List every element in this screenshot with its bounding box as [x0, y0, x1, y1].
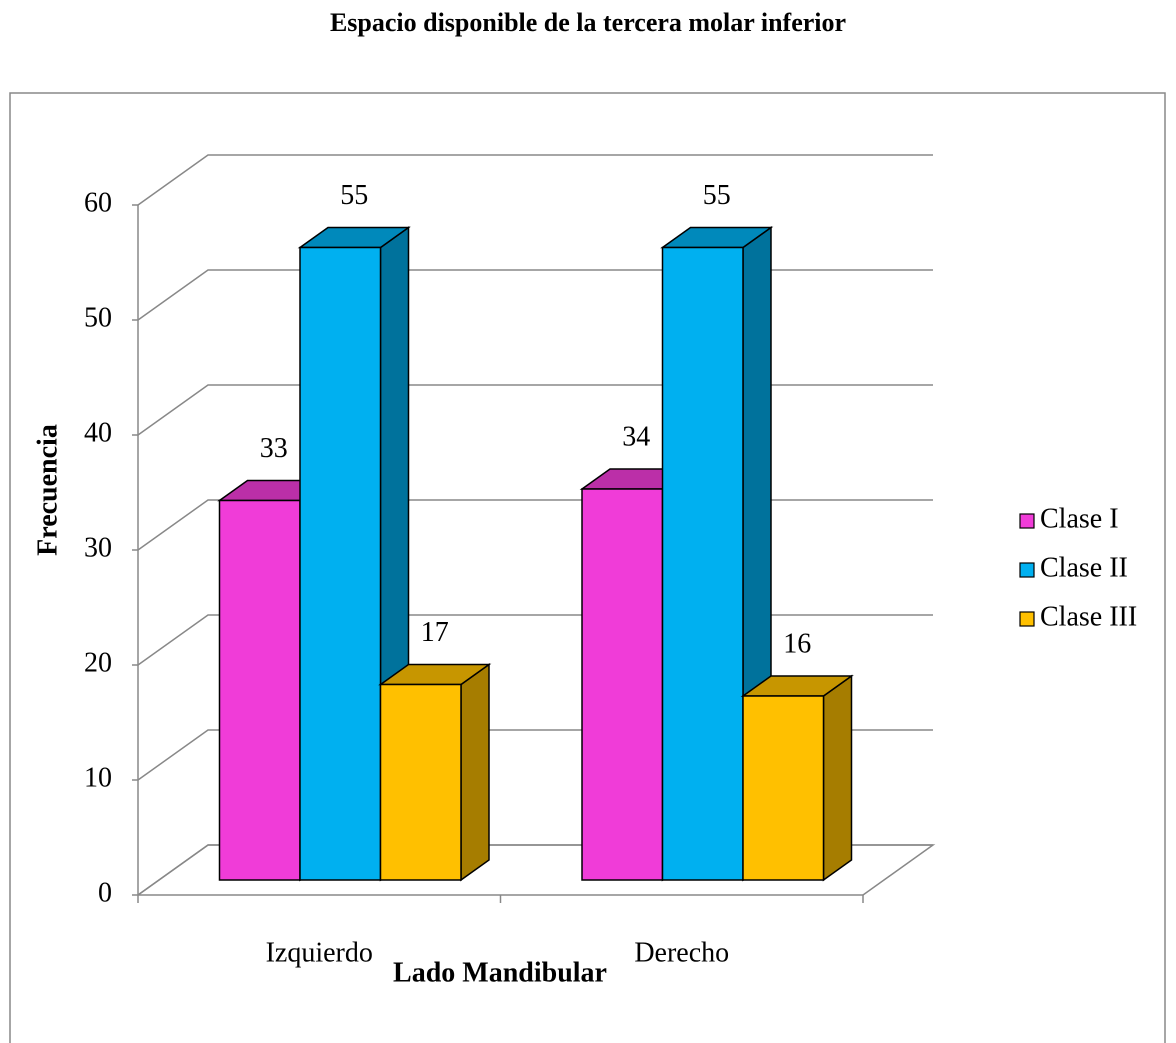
legend-label: Clase III — [1040, 601, 1137, 632]
bar-face — [299, 246, 382, 881]
data-label: 55 — [340, 180, 368, 211]
y-tick-label: 50 — [84, 302, 112, 333]
data-label: 16 — [783, 628, 811, 659]
x-tick-label: Izquierdo — [266, 937, 373, 968]
bar — [740, 674, 854, 882]
grid-line — [137, 154, 933, 206]
y-tick-label: 20 — [84, 647, 112, 678]
y-tick-label: 30 — [84, 532, 112, 563]
y-tick-label: 60 — [84, 187, 112, 218]
bar-face — [581, 488, 664, 881]
bar-face — [822, 674, 853, 882]
legend-label: Clase I — [1040, 503, 1119, 534]
data-label: 17 — [421, 617, 449, 648]
chart-title: Espacio disponible de la tercera molar i… — [330, 8, 846, 37]
y-tick-label: 10 — [84, 762, 112, 793]
legend-swatch — [1019, 513, 1035, 529]
x-axis-title: Lado Mandibular — [393, 957, 607, 988]
bar-face — [742, 695, 825, 881]
bar-face — [218, 499, 301, 881]
bar-face — [379, 683, 462, 881]
bar-face — [460, 663, 490, 882]
data-label: 33 — [260, 433, 288, 464]
legend-swatch — [1019, 611, 1035, 627]
bar-face — [661, 246, 744, 881]
x-tick-label: Derecho — [634, 937, 729, 968]
data-label: 34 — [622, 421, 650, 452]
y-tick-label: 0 — [98, 877, 112, 908]
legend-swatch — [1019, 562, 1035, 578]
y-axis-title: Frecuencia — [32, 424, 63, 556]
data-label: 55 — [703, 180, 731, 211]
bar — [378, 663, 492, 882]
legend-label: Clase II — [1040, 552, 1128, 583]
y-tick-label: 40 — [84, 417, 112, 448]
